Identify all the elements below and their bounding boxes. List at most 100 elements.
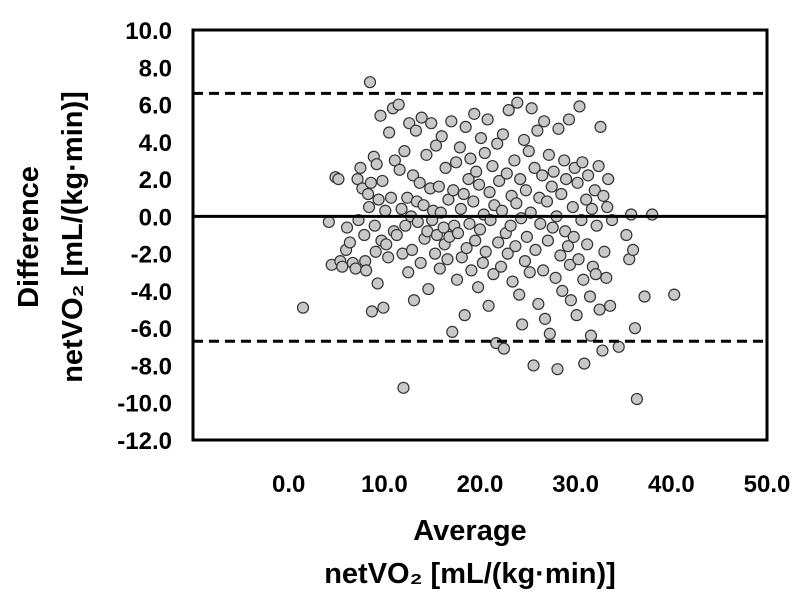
data-point [547, 165, 560, 178]
data-point [576, 156, 589, 169]
data-point [384, 191, 398, 204]
data-point [343, 236, 356, 249]
data-point [372, 193, 385, 206]
data-point [398, 145, 411, 158]
data-point [578, 357, 591, 370]
x-tick-label: 0.0 [272, 471, 305, 498]
data-point [514, 172, 527, 186]
x-axis-unit: netVO₂ [mL/(kg·min)] [324, 558, 616, 590]
data-point [538, 312, 552, 325]
data-point [336, 260, 349, 273]
data-point [506, 275, 519, 288]
data-point [562, 113, 576, 126]
y-axis-title: Difference [13, 166, 45, 308]
data-point [604, 299, 617, 312]
data-point [561, 240, 575, 253]
y-tick-label: -6.0 [131, 316, 172, 343]
data-point [497, 342, 511, 355]
data-point [628, 322, 642, 335]
data-point [564, 294, 577, 307]
data-point [566, 200, 579, 214]
data-point [494, 260, 508, 273]
data-point [500, 167, 513, 180]
data-point [390, 228, 403, 242]
data-point [411, 215, 424, 229]
data-point [597, 189, 610, 202]
data-point [518, 254, 532, 268]
data-point [483, 186, 496, 199]
data-point [379, 204, 392, 217]
data-point [405, 243, 419, 257]
data-point [541, 234, 555, 247]
data-point [414, 256, 427, 270]
x-axis-title: Average [413, 515, 526, 547]
y-tick-label: 2.0 [139, 167, 172, 194]
data-point [588, 184, 601, 197]
data-point [585, 202, 599, 216]
data-point [392, 98, 405, 111]
data-point [430, 228, 444, 242]
data-point [577, 273, 590, 286]
data-point [552, 122, 565, 135]
data-point [536, 169, 549, 182]
data-point [361, 187, 375, 201]
data-point [501, 247, 514, 260]
data-point [594, 120, 607, 134]
data-point [380, 238, 393, 251]
data-point [422, 282, 435, 296]
data-point [571, 176, 584, 189]
y-tick-label: 8.0 [139, 55, 172, 82]
y-tick-label: -4.0 [131, 279, 172, 306]
data-point [554, 249, 567, 262]
data-point [445, 115, 458, 128]
data-point [556, 284, 569, 298]
x-tick-label: 10.0 [361, 471, 408, 498]
data-point [549, 271, 562, 284]
data-point [508, 154, 521, 167]
data-point [351, 172, 364, 186]
data-point [476, 256, 489, 270]
data-point [531, 124, 544, 137]
data-point [413, 176, 426, 189]
data-point [360, 264, 373, 277]
data-point [570, 309, 583, 322]
data-point [432, 180, 445, 193]
data-point [409, 124, 423, 137]
data-point [546, 221, 559, 234]
data-point [581, 238, 594, 251]
data-point [523, 266, 536, 279]
data-point [559, 172, 573, 186]
data-point [340, 221, 354, 234]
data-point [393, 163, 406, 176]
data-point [370, 158, 383, 171]
data-point [555, 187, 568, 201]
data-point [459, 120, 472, 134]
data-point [626, 243, 640, 257]
data-point [482, 299, 495, 312]
data-points [296, 76, 681, 406]
y-tick-label: -8.0 [131, 353, 172, 380]
data-point [464, 152, 477, 165]
data-point [402, 266, 415, 279]
data-point [496, 128, 510, 141]
data-point [447, 184, 460, 197]
data-point [537, 115, 551, 128]
data-point [491, 137, 504, 150]
data-point [479, 245, 492, 258]
data-point [358, 228, 371, 242]
data-point [528, 161, 541, 175]
data-point [428, 247, 442, 260]
data-point [296, 301, 310, 314]
data-point [458, 309, 471, 322]
data-point [620, 228, 633, 242]
data-point [486, 159, 499, 173]
y-tick-label: 0.0 [139, 204, 172, 231]
data-point [520, 230, 533, 243]
data-point [580, 193, 593, 206]
data-point [502, 104, 515, 117]
data-point [451, 227, 465, 240]
y-axis-unit: netVO₂ [mL/(kg·min)] [57, 91, 89, 383]
x-tick-label: 30.0 [552, 471, 599, 498]
y-tick-labels: 10.0 8.0 6.0 4.0 2.0 0.0 -2.0 -4.0 -6.0 -8.0 -10.0… [117, 18, 172, 455]
